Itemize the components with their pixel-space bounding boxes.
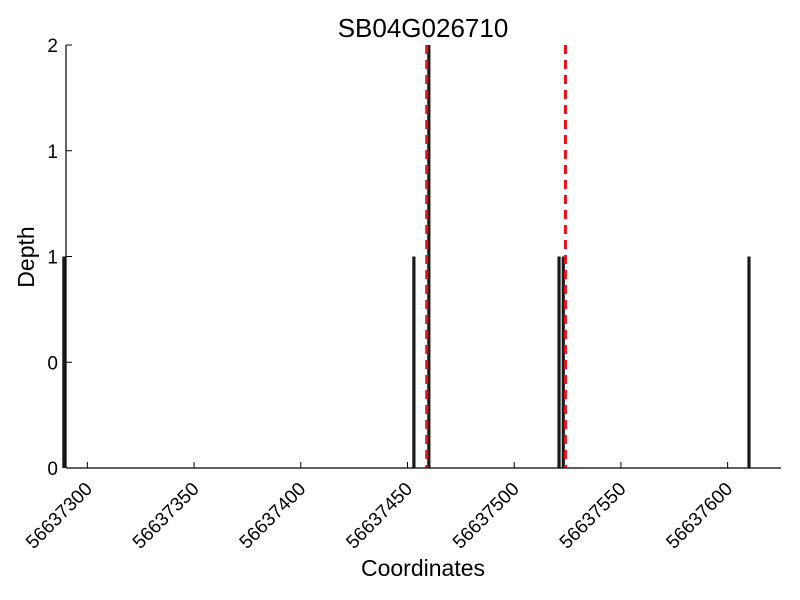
chart-title: SB04G026710 — [338, 13, 509, 43]
x-tick-label: 56637500 — [449, 479, 524, 554]
plot-area — [62, 45, 751, 468]
x-tick-label: 56637550 — [556, 479, 631, 554]
x-tick-label: 56637300 — [22, 479, 97, 554]
y-tick-label: 2 — [47, 36, 58, 57]
y-tick-label: 0 — [47, 353, 58, 374]
depth-bar-1 — [412, 256, 416, 468]
x-tick-label: 56637400 — [236, 479, 311, 554]
depth-bar-5 — [747, 256, 751, 468]
y-tick-label: 1 — [47, 248, 58, 269]
x-tick-label: 56637450 — [342, 479, 417, 554]
depth-bar-3 — [557, 256, 561, 468]
x-axis-label: Coordinates — [361, 555, 485, 581]
y-tick-label: 0 — [47, 459, 58, 480]
axes: 0 0 1 1 2 56637300 56637350 56637400 56637450 566… — [22, 36, 781, 553]
x-tick-label: 56637600 — [663, 479, 738, 554]
y-axis-label: Depth — [13, 226, 39, 287]
depth-bar-4 — [561, 256, 565, 468]
depth-bar-0 — [62, 256, 66, 468]
y-tick-label: 1 — [47, 142, 58, 163]
x-tick-label: 56637350 — [129, 479, 204, 554]
depth-bar-2 — [427, 45, 431, 468]
